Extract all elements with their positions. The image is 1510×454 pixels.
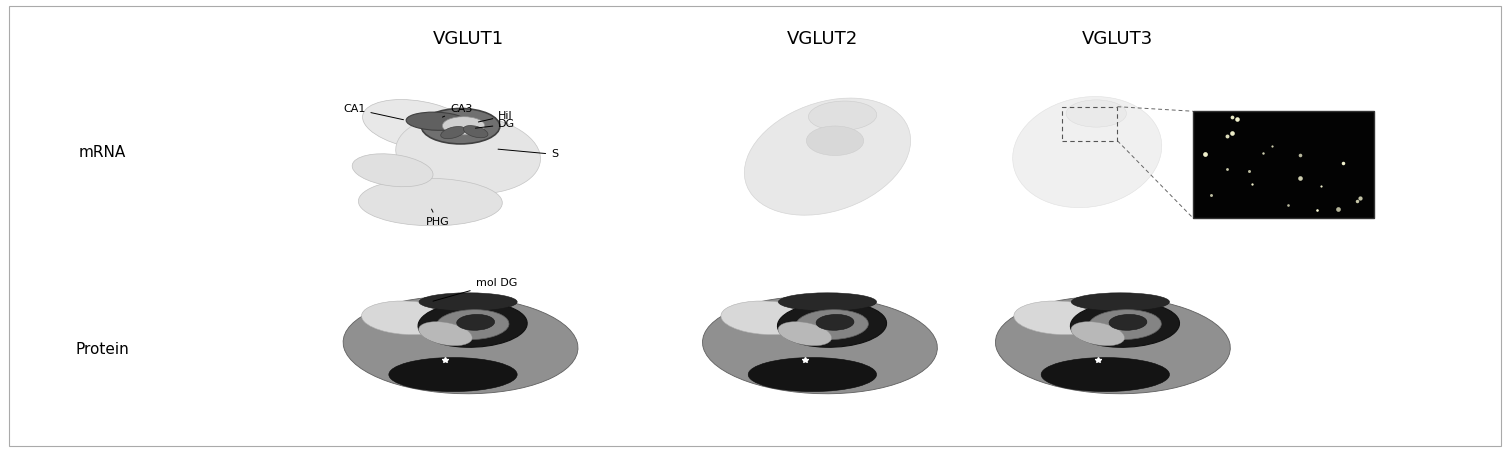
Ellipse shape	[1072, 293, 1170, 311]
Text: CA1: CA1	[343, 104, 403, 120]
Text: VGLUT3: VGLUT3	[1081, 30, 1154, 48]
Ellipse shape	[352, 154, 433, 187]
Ellipse shape	[808, 101, 877, 130]
Text: Hil: Hil	[479, 111, 513, 122]
Ellipse shape	[720, 301, 814, 335]
Ellipse shape	[747, 358, 877, 391]
Text: DG: DG	[476, 119, 515, 129]
Text: mol DG: mol DG	[433, 278, 516, 301]
Text: PHG: PHG	[426, 209, 450, 227]
Ellipse shape	[778, 302, 886, 347]
Ellipse shape	[362, 99, 474, 150]
Ellipse shape	[464, 126, 488, 138]
Ellipse shape	[1066, 100, 1126, 127]
Bar	[1193, 111, 1374, 218]
Ellipse shape	[456, 315, 495, 330]
Ellipse shape	[343, 296, 578, 394]
Ellipse shape	[442, 117, 485, 135]
Ellipse shape	[1013, 301, 1107, 335]
Text: VGLUT1: VGLUT1	[432, 30, 504, 48]
Text: CA3: CA3	[442, 104, 473, 117]
Ellipse shape	[406, 112, 467, 130]
Text: mRNA: mRNA	[79, 144, 127, 160]
Text: VGLUT2: VGLUT2	[787, 30, 859, 48]
Ellipse shape	[1042, 358, 1169, 391]
Ellipse shape	[421, 109, 500, 144]
Ellipse shape	[779, 293, 877, 311]
Ellipse shape	[1108, 315, 1148, 330]
Ellipse shape	[1071, 302, 1179, 347]
Ellipse shape	[815, 315, 855, 330]
Ellipse shape	[358, 178, 503, 226]
Text: S: S	[498, 149, 559, 159]
Bar	[1062, 107, 1117, 141]
Ellipse shape	[1071, 322, 1125, 345]
Ellipse shape	[396, 115, 541, 194]
Ellipse shape	[436, 310, 509, 340]
Ellipse shape	[420, 293, 516, 311]
Ellipse shape	[1013, 97, 1161, 207]
Ellipse shape	[1089, 310, 1161, 340]
Ellipse shape	[806, 126, 864, 155]
Ellipse shape	[418, 302, 527, 347]
Ellipse shape	[441, 127, 465, 138]
Ellipse shape	[390, 358, 516, 391]
Text: Protein: Protein	[76, 342, 130, 357]
Ellipse shape	[361, 301, 455, 335]
Ellipse shape	[995, 296, 1231, 394]
Ellipse shape	[796, 310, 868, 340]
Ellipse shape	[702, 296, 938, 394]
Ellipse shape	[744, 98, 911, 215]
Ellipse shape	[418, 322, 473, 345]
Ellipse shape	[778, 322, 832, 345]
